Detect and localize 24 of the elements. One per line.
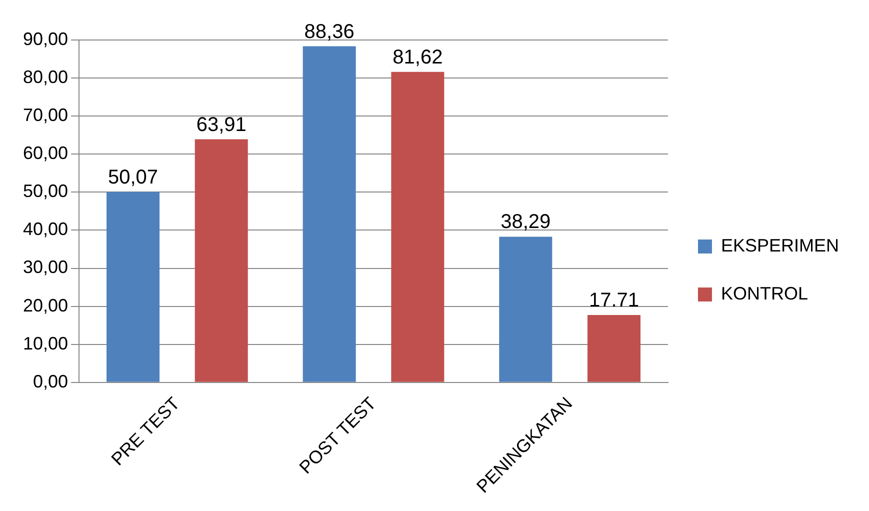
legend-label: KONTROL bbox=[720, 283, 808, 304]
y-tick-label: 60,00 bbox=[22, 143, 68, 164]
data-label: 17.71 bbox=[588, 290, 640, 312]
y-tick-label: 30,00 bbox=[22, 257, 68, 278]
legend-label: EKSPERIMEN bbox=[720, 235, 840, 256]
y-tick-label: 50,00 bbox=[22, 181, 68, 202]
bar bbox=[194, 139, 248, 382]
y-tick-label: 40,00 bbox=[22, 219, 68, 240]
data-label: 88,36 bbox=[304, 20, 354, 43]
data-label: 50,07 bbox=[108, 166, 158, 188]
data-label: 63,91 bbox=[196, 114, 246, 136]
data-label: 81,62 bbox=[392, 46, 443, 68]
bar bbox=[587, 315, 640, 382]
y-tick-label: 80,00 bbox=[22, 67, 68, 88]
y-tick-label: 10,00 bbox=[22, 333, 68, 354]
data-label: 38,29 bbox=[500, 211, 551, 234]
bar bbox=[499, 236, 552, 382]
bar bbox=[302, 46, 356, 382]
y-tick-label: 20,00 bbox=[22, 295, 68, 316]
bar bbox=[391, 72, 444, 382]
bar bbox=[106, 192, 160, 382]
y-tick-label: 0,00 bbox=[32, 371, 68, 392]
y-tick-label: 70,00 bbox=[22, 105, 68, 126]
y-tick-label: 90,00 bbox=[22, 28, 68, 49]
